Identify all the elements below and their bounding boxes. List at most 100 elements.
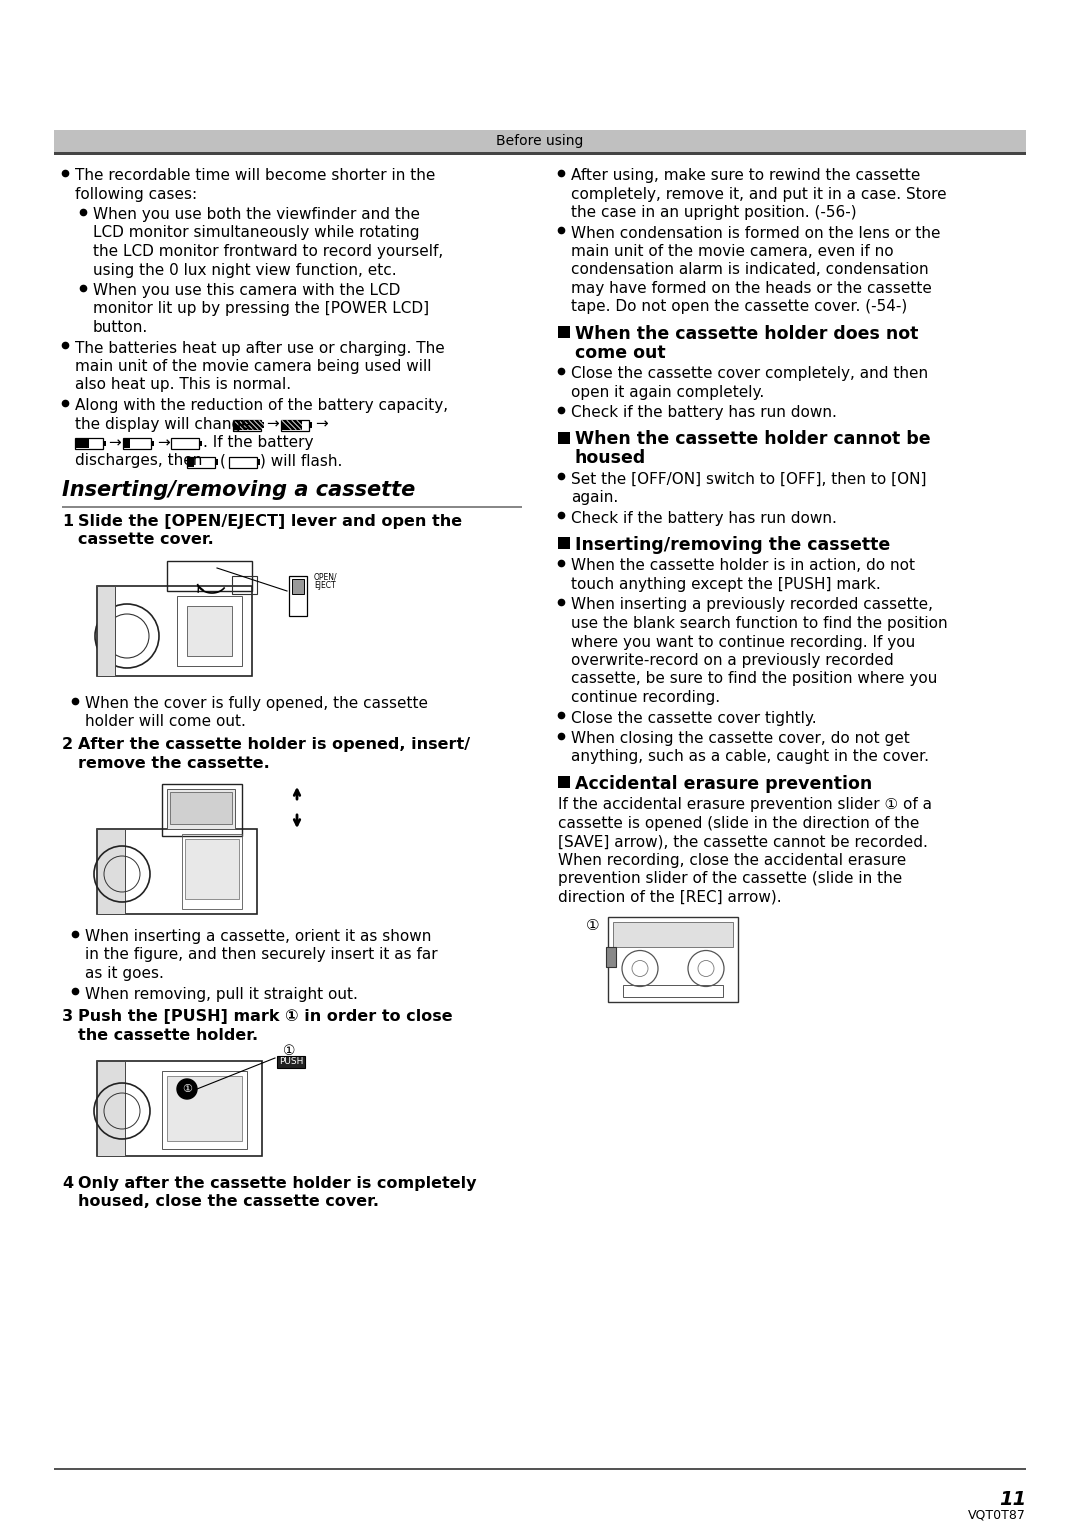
Bar [215, 459, 218, 465]
Text: tape. Do not open the cassette cover. (-54-): tape. Do not open the cassette cover. (-… [571, 299, 907, 314]
Bar [282, 421, 302, 429]
Bar [97, 586, 252, 676]
Text: prevention slider of the cassette (slide in the: prevention slider of the cassette (slide… [558, 871, 902, 887]
Text: housed, close the cassette cover.: housed, close the cassette cover. [78, 1195, 379, 1210]
Text: condensation alarm is indicated, condensation: condensation alarm is indicated, condens… [571, 262, 929, 278]
Bar [177, 597, 242, 665]
Bar [54, 1468, 1026, 1470]
Text: Close the cassette cover tightly.: Close the cassette cover tightly. [571, 711, 816, 725]
Bar [232, 575, 257, 594]
Bar [76, 439, 89, 449]
Text: the case in an upright position. (-56-): the case in an upright position. (-56-) [571, 204, 856, 220]
Text: If the accidental erasure prevention slider ① of a: If the accidental erasure prevention sli… [558, 798, 932, 812]
Text: again.: again. [571, 490, 618, 505]
Text: Push the [PUSH] mark ① in order to close: Push the [PUSH] mark ① in order to close [78, 1009, 453, 1024]
Text: After using, make sure to rewind the cassette: After using, make sure to rewind the cas… [571, 168, 920, 183]
Bar [187, 606, 232, 656]
Text: touch anything except the [PUSH] mark.: touch anything except the [PUSH] mark. [571, 577, 881, 592]
Text: When removing, pull it straight out.: When removing, pull it straight out. [85, 986, 357, 1001]
Text: When recording, close the accidental erasure: When recording, close the accidental era… [558, 853, 906, 868]
Text: anything, such as a cable, caught in the cover.: anything, such as a cable, caught in the… [571, 749, 929, 765]
Bar [623, 984, 723, 996]
Bar [97, 829, 125, 914]
Bar [558, 432, 570, 444]
Text: 4: 4 [62, 1177, 73, 1190]
Text: When inserting a previously recorded cassette,: When inserting a previously recorded cas… [571, 598, 933, 612]
Text: When the cassette holder cannot be: When the cassette holder cannot be [575, 430, 931, 449]
Text: →: → [108, 435, 121, 450]
Text: following cases:: following cases: [75, 186, 198, 201]
Bar [257, 459, 260, 465]
Text: 3: 3 [62, 1009, 73, 1024]
Text: ①: ① [183, 1083, 192, 1094]
Text: open it again completely.: open it again completely. [571, 385, 765, 400]
Text: Inserting/removing the cassette: Inserting/removing the cassette [575, 536, 890, 554]
Bar [162, 1071, 247, 1149]
Text: EJECT: EJECT [314, 581, 336, 591]
Text: Slide the [OPEN/EJECT] lever and open the: Slide the [OPEN/EJECT] lever and open th… [78, 514, 462, 530]
Bar [151, 441, 154, 446]
Text: may have formed on the heads or the cassette: may have formed on the heads or the cass… [571, 281, 932, 296]
Text: When inserting a cassette, orient it as shown: When inserting a cassette, orient it as … [85, 929, 431, 945]
Text: the cassette holder.: the cassette holder. [78, 1027, 258, 1042]
Text: 11: 11 [999, 1489, 1026, 1509]
Text: ①: ① [586, 919, 599, 934]
Text: as it goes.: as it goes. [85, 966, 164, 981]
Text: button.: button. [93, 320, 148, 336]
Text: [SAVE] arrow), the cassette cannot be recorded.: [SAVE] arrow), the cassette cannot be re… [558, 835, 928, 850]
Text: Check if the battery has run down.: Check if the battery has run down. [571, 404, 837, 420]
Bar [97, 1061, 262, 1157]
Text: Only after the cassette holder is completely: Only after the cassette holder is comple… [78, 1177, 476, 1190]
Bar [188, 458, 194, 467]
Text: →: → [157, 435, 170, 450]
Text: Before using: Before using [497, 134, 583, 148]
Bar [281, 420, 309, 430]
Text: When the cassette holder is in action, do not: When the cassette holder is in action, d… [571, 559, 915, 574]
Text: completely, remove it, and put it in a case. Store: completely, remove it, and put it in a c… [571, 186, 947, 201]
Text: the LCD monitor frontward to record yourself,: the LCD monitor frontward to record your… [93, 244, 443, 259]
Text: monitor lit up by pressing the [POWER LCD]: monitor lit up by pressing the [POWER LC… [93, 302, 429, 316]
Text: When closing the cassette cover, do not get: When closing the cassette cover, do not … [571, 731, 909, 746]
Text: overwrite-record on a previously recorded: overwrite-record on a previously recorde… [571, 653, 894, 668]
Bar [167, 1076, 242, 1141]
Bar [289, 575, 307, 617]
Bar [187, 456, 215, 467]
Text: VQT0T87: VQT0T87 [968, 1508, 1026, 1521]
Text: When condensation is formed on the lens or the: When condensation is formed on the lens … [571, 226, 941, 241]
Bar [234, 421, 261, 429]
Text: remove the cassette.: remove the cassette. [78, 755, 270, 771]
Text: When the cover is fully opened, the cassette: When the cover is fully opened, the cass… [85, 696, 428, 711]
Text: →: → [315, 417, 327, 432]
Bar [103, 441, 106, 446]
Bar [292, 578, 303, 594]
Bar [62, 507, 522, 508]
Text: main unit of the movie camera, even if no: main unit of the movie camera, even if n… [571, 244, 893, 259]
Text: Check if the battery has run down.: Check if the battery has run down. [571, 511, 837, 525]
Bar [261, 423, 264, 427]
Bar [54, 153, 1026, 154]
Text: come out: come out [575, 343, 665, 362]
Text: The batteries heat up after use or charging. The: The batteries heat up after use or charg… [75, 340, 445, 356]
Text: When you use this camera with the LCD: When you use this camera with the LCD [93, 282, 401, 298]
Text: holder will come out.: holder will come out. [85, 714, 246, 729]
Text: Close the cassette cover completely, and then: Close the cassette cover completely, and… [571, 366, 928, 382]
Text: cassette cover.: cassette cover. [78, 533, 214, 548]
Text: in the figure, and then securely insert it as far: in the figure, and then securely insert … [85, 948, 437, 963]
Text: 1: 1 [62, 514, 73, 530]
Bar [229, 456, 257, 467]
Text: 2: 2 [62, 737, 73, 752]
Text: main unit of the movie camera being used will: main unit of the movie camera being used… [75, 359, 432, 374]
Text: the display will change:: the display will change: [75, 417, 260, 432]
Bar [276, 1056, 305, 1068]
Bar [167, 562, 252, 591]
Bar [199, 441, 202, 446]
Bar [558, 537, 570, 549]
Text: discharges, then: discharges, then [75, 453, 207, 468]
Text: (: ( [220, 453, 226, 468]
Bar [608, 917, 738, 1001]
Text: direction of the [REC] arrow).: direction of the [REC] arrow). [558, 890, 782, 905]
Text: After the cassette holder is opened, insert/: After the cassette holder is opened, ins… [78, 737, 470, 752]
Bar [75, 438, 103, 449]
Text: Accidental erasure prevention: Accidental erasure prevention [575, 775, 873, 794]
Bar [54, 130, 1026, 153]
